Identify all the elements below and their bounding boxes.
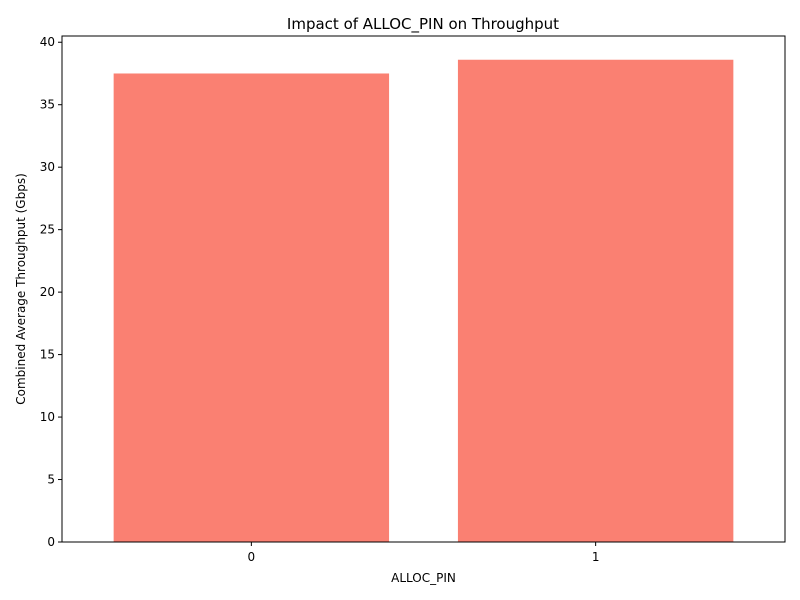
y-axis-label: Combined Average Throughput (Gbps): [14, 173, 28, 405]
y-tick-label: 10: [40, 410, 55, 424]
y-tick-label: 5: [47, 473, 55, 487]
y-tick-label: 30: [40, 160, 55, 174]
bars-layer: [113, 59, 734, 543]
y-tick-label: 20: [40, 285, 55, 299]
bar-1: [457, 59, 734, 542]
y-tick-label: 15: [40, 348, 55, 362]
x-tick-label: 0: [248, 550, 256, 564]
x-tick-label: 1: [592, 550, 600, 564]
bar-0: [113, 73, 390, 543]
y-tick-label: 0: [47, 535, 55, 549]
y-tick-label: 35: [40, 98, 55, 112]
y-tick-label: 40: [40, 35, 55, 49]
chart-title: Impact of ALLOC_PIN on Throughput: [287, 15, 559, 34]
y-tick-label: 25: [40, 223, 55, 237]
x-axis-label: ALLOC_PIN: [391, 571, 456, 585]
y-axis: 0 5 10 15 20 25 30 35 40: [40, 35, 62, 549]
plot-frame: [61, 35, 786, 543]
